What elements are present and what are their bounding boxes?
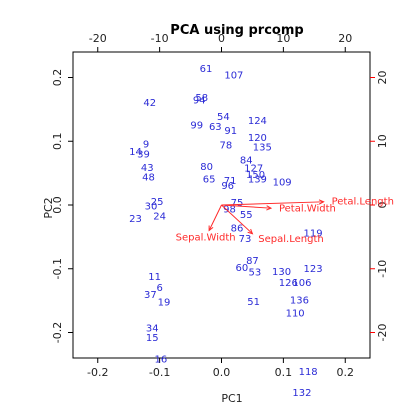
x-tick-label: 0.0 [213, 366, 231, 379]
axis-ticks: -0.2 -0.1 0.0 0.1 0.2 -0.2 -0.1 0.0 0.1 0.2 -20 -10… [51, 32, 389, 379]
point-label: 91 [224, 126, 237, 137]
loading-arrow-head [208, 225, 214, 232]
point-label: 30 [145, 201, 158, 212]
loading-label: Petal.Width [279, 204, 336, 215]
point-label: 120 [248, 133, 267, 144]
point-label: 136 [290, 296, 309, 307]
point-label: 39 [137, 150, 150, 161]
loading-arrow-head [247, 228, 254, 235]
loading-arrow [221, 201, 324, 206]
point-label: 6 [156, 283, 162, 294]
point-label: 54 [217, 112, 230, 123]
point-label: 123 [304, 264, 323, 275]
top-tick-label: 0 [218, 32, 225, 45]
point-label: 48 [142, 173, 155, 184]
loading-arrow-head [266, 205, 273, 211]
y-tick-label: -0.1 [51, 258, 64, 279]
point-label: 9 [143, 139, 149, 150]
point-label: 78 [219, 141, 232, 152]
point-label: 16 [154, 354, 167, 365]
point-label: 119 [304, 229, 323, 240]
point-label: 25 [151, 197, 164, 208]
point-label: 55 [240, 210, 253, 221]
x-tick-label: 0.2 [337, 366, 355, 379]
point-label: 51 [247, 297, 260, 308]
point-label: 106 [292, 278, 311, 289]
point-label: 34 [146, 324, 159, 335]
loading-label: Sepal.Length [258, 234, 323, 245]
loading-arrow-head [318, 199, 325, 205]
point-label: 75 [231, 198, 244, 209]
top-tick-label: 20 [338, 32, 352, 45]
point-label: 87 [246, 256, 259, 267]
x-axis-title: PC1 [221, 392, 242, 405]
chart-title: PCA using prcomp [170, 23, 303, 38]
point-label: 99 [190, 120, 203, 131]
y-tick-label: 0.2 [51, 69, 64, 87]
right-tick-label: -20 [376, 324, 389, 342]
loading-arrow [208, 204, 222, 231]
x-tick-label: -0.1 [149, 366, 170, 379]
top-tick-label: 10 [276, 32, 290, 45]
point-label: 63 [209, 122, 222, 133]
point-label: 37 [144, 290, 157, 301]
y-tick-label: 0.0 [51, 196, 64, 214]
loading-arrow [221, 204, 272, 209]
point-label: 135 [253, 143, 272, 154]
y-tick-label: 0.1 [51, 133, 64, 151]
y-tick-label: -0.2 [51, 322, 64, 343]
point-label: 42 [143, 98, 156, 109]
point-label: 110 [286, 308, 305, 319]
top-tick-label: -20 [89, 32, 107, 45]
point-label: 15 [146, 333, 159, 344]
point-label: 94 [193, 95, 206, 106]
loading-label: Petal.Length [332, 197, 394, 208]
point-label: 130 [272, 267, 291, 278]
x-tick-label: -0.2 [87, 366, 108, 379]
point-label: 126 [279, 278, 298, 289]
point-label: 58 [195, 93, 208, 104]
point-label: 19 [158, 298, 171, 309]
point-label: 80 [200, 162, 213, 173]
point-label: 127 [244, 164, 263, 175]
x-tick-label: 0.1 [275, 366, 293, 379]
right-tick-label: -10 [376, 260, 389, 278]
point-label: 109 [273, 178, 292, 189]
point-label: 71 [224, 176, 237, 187]
point-label: 14 [129, 147, 142, 158]
point-label: 139 [248, 175, 267, 186]
point-label: 150 [246, 170, 265, 181]
point-label: 86 [231, 224, 244, 235]
point-label: 132 [292, 388, 311, 399]
right-tick-label: 20 [376, 71, 389, 85]
right-tick-label: 10 [376, 134, 389, 148]
point-label: 65 [203, 175, 216, 186]
loading-arrow [221, 204, 253, 235]
point-label: 98 [223, 204, 236, 215]
top-tick-label: -10 [151, 32, 169, 45]
point-label: 23 [129, 214, 142, 225]
point-label: 60 [236, 263, 249, 274]
point-label: 84 [240, 155, 253, 166]
right-tick-label: 0 [376, 202, 389, 209]
y-axis-title: PC2 [42, 197, 55, 218]
point-label: 61 [200, 64, 213, 75]
point-label: 24 [153, 211, 166, 222]
point-label: 53 [249, 268, 262, 279]
point-label: 118 [299, 367, 318, 378]
point-label: 11 [148, 272, 161, 283]
point-label: 124 [248, 116, 267, 127]
point-label: 96 [221, 181, 234, 192]
point-label: 107 [224, 71, 243, 82]
point-label: 73 [239, 234, 252, 245]
loading-label: Sepal.Width [176, 233, 236, 244]
point-label: 43 [141, 163, 154, 174]
